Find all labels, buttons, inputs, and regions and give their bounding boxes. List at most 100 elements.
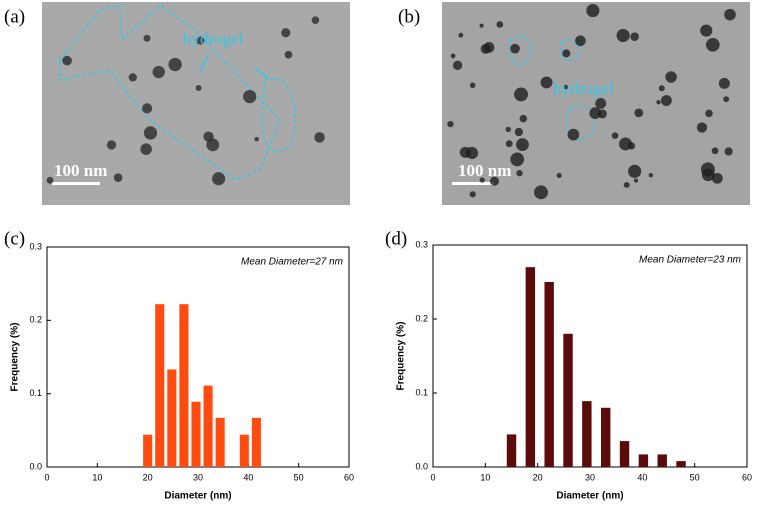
particle xyxy=(106,140,117,150)
annotation: hydrogel xyxy=(183,29,244,48)
y-axis-label: Frequency (%) xyxy=(396,322,407,391)
particle xyxy=(586,3,600,18)
particle xyxy=(711,147,719,155)
particle xyxy=(658,85,665,92)
particle xyxy=(597,109,607,119)
bar xyxy=(676,461,686,467)
bar xyxy=(203,385,213,467)
y-tick-label: 0.0 xyxy=(29,461,42,471)
x-tick-label: 10 xyxy=(92,472,102,482)
y-tick-label: 0.3 xyxy=(29,241,42,251)
x-tick-label: 40 xyxy=(243,472,253,482)
particle xyxy=(628,164,642,178)
particle xyxy=(140,143,152,155)
particle xyxy=(195,85,202,91)
x-tick-label: 20 xyxy=(533,472,543,482)
scale-bar xyxy=(452,182,494,185)
particle xyxy=(660,95,672,106)
y-tick-label: 0.2 xyxy=(415,313,428,323)
bar xyxy=(179,304,189,467)
particle xyxy=(534,185,548,200)
particle xyxy=(619,137,632,151)
hydrogel-outline xyxy=(508,35,533,66)
x-tick-label: 10 xyxy=(480,472,490,482)
particle xyxy=(705,109,713,118)
particle xyxy=(623,182,630,188)
bar xyxy=(143,434,153,467)
bar xyxy=(167,369,177,467)
particle xyxy=(452,60,463,70)
particle xyxy=(311,16,320,24)
particle xyxy=(212,172,226,186)
particle xyxy=(634,108,644,118)
bar xyxy=(155,304,165,467)
x-tick-label: 30 xyxy=(193,472,203,482)
particle xyxy=(696,122,708,133)
particle xyxy=(479,23,484,28)
particle xyxy=(630,32,639,41)
particle xyxy=(656,100,661,105)
particle xyxy=(496,21,504,28)
annotation: Mean Diameter=27 nm xyxy=(241,257,343,268)
bar xyxy=(657,454,667,467)
particle xyxy=(567,128,580,141)
particle xyxy=(556,172,562,179)
arrow xyxy=(199,54,209,73)
particle xyxy=(143,126,158,140)
particle xyxy=(648,173,654,178)
bar xyxy=(215,417,225,467)
particle xyxy=(595,97,607,109)
particle xyxy=(142,103,153,114)
particle xyxy=(562,49,571,58)
panel-label: (c) xyxy=(4,228,25,249)
x-tick-label: 30 xyxy=(585,472,595,482)
particle xyxy=(510,43,520,54)
scale-label: 100 nm xyxy=(54,161,107,180)
particle xyxy=(281,28,291,38)
particle xyxy=(540,76,553,89)
arrow xyxy=(254,67,269,79)
y-tick-label: 0.1 xyxy=(29,388,42,398)
particle xyxy=(700,162,715,177)
y-tick-label: 0.3 xyxy=(415,239,428,249)
hydrogel-outline xyxy=(566,104,596,141)
particle xyxy=(711,172,723,184)
particle xyxy=(450,53,456,59)
particle xyxy=(62,55,72,66)
particle xyxy=(113,173,123,182)
particle xyxy=(128,73,137,82)
x-tick-label: 40 xyxy=(637,472,647,482)
annotation: Mean Diameter=23 nm xyxy=(639,255,741,266)
bar xyxy=(506,434,517,467)
particle xyxy=(480,43,491,54)
particle xyxy=(510,152,525,167)
bar xyxy=(251,417,261,467)
particle xyxy=(469,82,476,89)
bar xyxy=(525,267,536,467)
particle xyxy=(723,96,730,103)
scale-bar xyxy=(52,182,100,185)
particle xyxy=(611,132,619,140)
particle xyxy=(705,37,720,52)
bar xyxy=(619,441,630,467)
x-tick-label: 60 xyxy=(344,472,354,482)
particle xyxy=(505,126,511,133)
particle xyxy=(254,136,259,142)
y-axis-label: Frequency (%) xyxy=(10,323,21,392)
x-tick-label: 50 xyxy=(294,472,304,482)
x-axis-label: Diameter (nm) xyxy=(164,491,231,502)
panel-label: (d) xyxy=(385,228,407,249)
particle xyxy=(143,34,151,42)
panel-label: (b) xyxy=(398,6,420,27)
x-tick-label: 50 xyxy=(690,472,700,482)
x-tick-label: 20 xyxy=(143,472,153,482)
particle xyxy=(196,36,205,45)
particle xyxy=(46,176,54,184)
x-tick-label: 0 xyxy=(44,472,49,482)
particle xyxy=(514,87,529,102)
particle xyxy=(724,8,736,21)
particle xyxy=(469,191,476,198)
image-background xyxy=(42,2,350,205)
x-tick-label: 60 xyxy=(742,472,752,482)
